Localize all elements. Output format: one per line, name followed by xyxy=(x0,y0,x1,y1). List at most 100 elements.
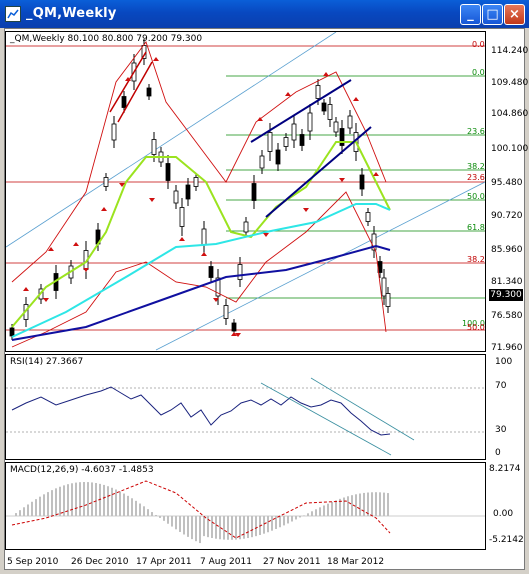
candle-body xyxy=(231,322,237,332)
fractal-arrow xyxy=(303,208,309,212)
ma-fast-line xyxy=(11,141,391,328)
window-title: _QM,Weekly xyxy=(26,6,117,21)
price-chart-svg xyxy=(6,32,485,351)
macd-header: MACD(12,26,9) -4.6037 -1.4853 xyxy=(10,465,154,475)
fractal-arrow xyxy=(83,268,89,272)
current-price-marker: 79.300 xyxy=(489,289,523,301)
candle-body xyxy=(223,305,229,319)
macd-tick: 0.00 xyxy=(493,509,514,519)
rsi-panel[interactable]: RSI(14) 27.3667 xyxy=(5,354,486,460)
rsi-trendline xyxy=(310,377,415,441)
time-axis-label: 18 Mar 2012 xyxy=(327,557,385,567)
time-axis-label: 5 Sep 2010 xyxy=(7,557,59,567)
fractal-arrow xyxy=(213,298,219,302)
ma-slow-line xyxy=(11,244,391,341)
price-chart-panel[interactable]: _QM,Weekly 80.100 80.800 79.200 79.300 0… xyxy=(5,31,486,352)
candle-body xyxy=(251,183,257,201)
candle-body xyxy=(381,277,387,297)
candle-body xyxy=(321,102,327,112)
minimize-button[interactable]: _ xyxy=(460,4,481,25)
macd-tick: -5.2142 xyxy=(489,535,524,545)
candle-body xyxy=(333,121,339,133)
title-bar[interactable]: _QM,Weekly _ □ × xyxy=(0,0,529,28)
candle-body xyxy=(173,190,179,204)
candle-body xyxy=(371,233,377,251)
candle-body xyxy=(359,174,365,190)
price-chart-header: _QM,Weekly 80.100 80.800 79.200 79.300 xyxy=(10,34,203,44)
fractal-arrow xyxy=(48,247,54,251)
fractal-arrow xyxy=(323,72,329,76)
candle-body xyxy=(339,128,345,146)
fractal-arrow xyxy=(353,97,359,101)
candle-body xyxy=(283,137,289,147)
bollinger-lower xyxy=(11,191,387,348)
candle-body xyxy=(208,266,214,278)
fractal-arrow xyxy=(101,207,107,211)
price-tick: 109.480 xyxy=(491,78,529,88)
fractal-arrow xyxy=(257,117,263,121)
fractal-arrow xyxy=(43,298,49,302)
channel-line xyxy=(6,32,337,248)
candle-body xyxy=(165,163,171,181)
candle-body xyxy=(146,87,152,97)
time-axis-label: 7 Aug 2011 xyxy=(200,557,252,567)
price-tick: 76.580 xyxy=(491,311,523,321)
price-tick: 90.720 xyxy=(491,211,523,221)
fractal-arrow xyxy=(285,92,291,96)
candle-body xyxy=(237,264,243,280)
candle-body xyxy=(327,104,333,120)
fractal-arrow xyxy=(23,287,29,291)
fibo-label: 50.0 xyxy=(467,323,485,332)
price-scale[interactable]: 114.240 109.480 104.860 100.100 95.480 9… xyxy=(487,31,529,353)
candle-body xyxy=(9,327,15,337)
fractal-arrow xyxy=(179,237,185,241)
fractal-arrow xyxy=(235,333,241,337)
fractal-arrow xyxy=(73,242,79,246)
fractal-arrow xyxy=(119,183,125,187)
candle-body xyxy=(385,293,391,307)
macd-panel[interactable]: MACD(12,26,9) -4.6037 -1.4853 xyxy=(5,462,486,550)
candle-body xyxy=(193,177,199,187)
red-trendline xyxy=(117,61,153,123)
fibo-label: 61.8 xyxy=(467,223,485,232)
candle-body xyxy=(365,212,371,222)
price-tick: 81.340 xyxy=(491,277,523,287)
close-button[interactable]: × xyxy=(504,4,525,25)
fibo-label: 38.2 xyxy=(467,162,485,171)
price-tick: 95.480 xyxy=(491,178,523,188)
candle-body xyxy=(103,177,109,187)
rsi-header: RSI(14) 27.3667 xyxy=(10,357,84,367)
candle-body xyxy=(267,132,273,152)
price-tick: 100.100 xyxy=(491,144,529,154)
macd-scale: 8.2174 0.00 -5.2142 xyxy=(487,462,525,550)
bollinger-upper xyxy=(11,41,387,283)
rsi-svg xyxy=(6,377,485,456)
candle-body xyxy=(243,221,249,233)
maximize-button[interactable]: □ xyxy=(482,4,503,25)
candle-body xyxy=(215,277,221,297)
candle-body xyxy=(291,123,297,141)
rsi-tick: 100 xyxy=(495,357,513,367)
time-axis-label: 17 Apr 2011 xyxy=(136,557,192,567)
price-tick: 114.240 xyxy=(491,46,529,56)
rsi-tick: 0 xyxy=(495,448,501,458)
channel-line xyxy=(155,181,485,351)
candle-body xyxy=(179,207,185,227)
time-axis-label: 27 Nov 2011 xyxy=(263,557,321,567)
time-axis-label: 26 Dec 2010 xyxy=(71,557,129,567)
fractal-arrow xyxy=(231,332,237,336)
rsi-tick: 70 xyxy=(495,381,507,391)
candle-body xyxy=(111,123,117,141)
candle-body xyxy=(185,184,191,200)
candle-body xyxy=(299,134,305,146)
candle-body xyxy=(151,139,157,155)
fractal-arrow xyxy=(149,198,155,202)
price-tick: 85.960 xyxy=(491,245,523,255)
candle-body xyxy=(201,228,207,246)
candle-body xyxy=(121,96,127,108)
rsi-line xyxy=(11,386,391,436)
rsi-trendline xyxy=(260,382,392,456)
fractal-arrow xyxy=(201,252,207,256)
fibo-label: 0.0 xyxy=(472,68,485,77)
